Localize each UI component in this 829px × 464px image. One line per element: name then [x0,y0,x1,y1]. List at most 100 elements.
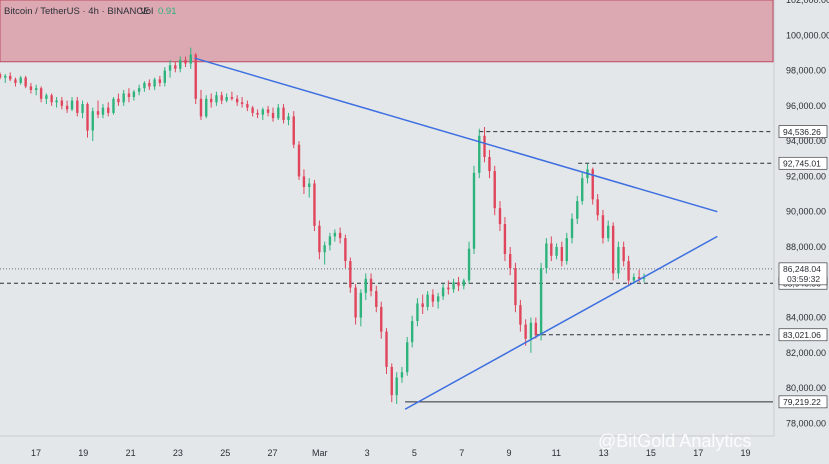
candle-body [45,95,48,99]
candle-body [39,88,43,99]
resistance-zone [0,0,774,63]
candle-body [354,287,357,318]
level-tag-text: 79,219.22 [783,397,821,407]
candle-body [576,201,579,219]
candle-body [606,225,610,239]
y-tick-label: 98,000.00 [786,66,826,76]
candle-body [457,282,460,286]
candle-body [637,276,641,279]
candle-body [287,116,290,120]
candle-body [349,261,352,288]
candle-body [406,342,409,373]
current-price-box [778,262,828,286]
candle-body [313,183,316,226]
candle-body [117,98,120,103]
candle-body [642,277,646,279]
volume-label: Vol [140,6,153,17]
candle-body [256,112,259,115]
y-tick-label: 90,000.00 [786,207,826,217]
candle-body [478,135,481,173]
candle-body [65,105,69,110]
candle-body [225,97,228,101]
candle-body [344,238,347,262]
candle-body [86,104,89,131]
y-tick-label: 82,000.00 [786,348,826,358]
candle-body [127,93,131,98]
candle-body [483,135,486,157]
candle-body [441,287,445,297]
candle-body [220,95,223,101]
level-tag-box [778,156,828,170]
candle-body [385,331,388,367]
candle-body [498,208,502,225]
y-tick-label: 92,000.00 [786,171,826,181]
candle-body [596,199,599,216]
x-tick-label: 27 [267,448,277,458]
x-tick-label: 13 [599,448,609,458]
candle-body [9,75,12,80]
y-tick-label: 94,000.00 [786,136,826,146]
candle-body [338,232,342,239]
candle-body [380,306,383,332]
candle-body [447,287,450,290]
level-tag-text: 92,745.01 [783,158,821,168]
candle-body [611,225,615,274]
candle-body [416,303,419,322]
candle-body [266,109,270,113]
candle-body [199,98,203,117]
candle-body [524,324,527,339]
candle-body [143,82,146,89]
candle-body [323,245,326,253]
candle-body [632,276,636,281]
candle-body [601,215,605,239]
candle-body [184,59,187,64]
candle-body [19,77,22,83]
candle-body [467,248,471,281]
candle-body [148,82,151,87]
candle-body [462,280,465,286]
candle-body [550,243,553,256]
candle-body [514,268,517,306]
candle-body [240,102,244,105]
candle-body [591,169,594,200]
x-tick-label: 17 [31,448,41,458]
candle-body [410,321,414,343]
candle-body [246,104,249,108]
volume-value: 0.91 [158,6,177,17]
candle-body [545,243,548,269]
candle-body [50,95,53,103]
candle-body [163,70,167,83]
candle-body [292,116,295,145]
candle-body [519,305,522,325]
y-tick-label: 96,000.00 [786,101,826,111]
y-tick-label: 88,000.00 [786,242,826,252]
y-tick-label: 102,000.00 [786,0,829,5]
trendline-lower [404,235,718,410]
candle-body [472,172,476,249]
candle-body [55,100,58,103]
y-tick-label: 80,000.00 [786,383,826,393]
level-tag: 83,021.06 [778,328,828,342]
candle-body [215,95,218,103]
candle-body [271,112,275,119]
x-tick-label: 5 [412,448,417,458]
candle-body [14,79,17,83]
candle-body [359,292,363,318]
candle-body [508,254,512,269]
candle-body [364,278,367,293]
trendline-upper [194,57,718,213]
y-tick-label: 84,000.00 [786,313,826,323]
candle-body [426,294,429,307]
candle-body [24,77,27,87]
candle-body [29,86,33,90]
candle-body [375,291,378,307]
candle-body [400,372,404,378]
x-tick-label: 19 [78,448,88,458]
x-tick-label: 19 [740,448,750,458]
candle-body [101,107,105,115]
level-tag: 79,219.22 [778,395,828,409]
x-tick-label: Mar [312,448,328,458]
